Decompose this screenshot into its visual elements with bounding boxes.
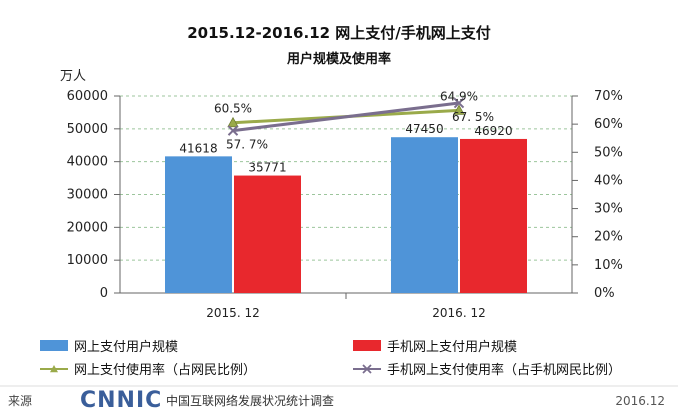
left-tick-label: 60000 bbox=[67, 89, 108, 104]
left-tick-label: 30000 bbox=[67, 188, 108, 203]
right-tick-label: 70% bbox=[594, 89, 623, 104]
legend-triangle-marker bbox=[50, 365, 58, 373]
line-value-label: 57. 7% bbox=[226, 138, 268, 152]
chart-title: 2015.12-2016.12 网上支付/手机网上支付 bbox=[187, 24, 491, 42]
right-tick-label: 40% bbox=[594, 173, 623, 188]
bar-value-label: 47450 bbox=[405, 122, 443, 136]
axes: 0 10000 20000 30000 40000 50000 60000 0% 10% 20% 3… bbox=[67, 89, 623, 320]
line-value-label: 64.9% bbox=[440, 89, 478, 103]
right-tick-label: 20% bbox=[594, 230, 623, 245]
right-tick-label: 0% bbox=[594, 286, 615, 301]
bars bbox=[165, 137, 527, 293]
left-tick-label: 10000 bbox=[67, 253, 108, 268]
legend-label: 手机网上支付用户规模 bbox=[387, 339, 517, 355]
right-tick-label: 50% bbox=[594, 145, 623, 160]
left-tick-label: 20000 bbox=[67, 220, 108, 235]
x-category-label: 2015. 12 bbox=[206, 306, 259, 320]
chart-subtitle: 用户规模及使用率 bbox=[286, 51, 391, 67]
triangle-marker bbox=[227, 116, 239, 128]
bar bbox=[391, 137, 458, 293]
line-value-label: 60.5% bbox=[214, 102, 252, 116]
legend-label: 网上支付用户规模 bbox=[74, 339, 178, 355]
footer-source-label: 来源 bbox=[8, 394, 32, 408]
legend-swatch bbox=[353, 340, 381, 351]
footer-date: 2016.12 bbox=[615, 394, 665, 408]
series-line bbox=[232, 101, 460, 133]
legend-x-marker bbox=[362, 364, 372, 374]
bar-value-label: 35771 bbox=[248, 161, 286, 175]
triangle-marker bbox=[453, 104, 465, 115]
lines bbox=[227, 97, 465, 136]
legend-label: 网上支付使用率（占网民比例） bbox=[74, 362, 256, 378]
data-labels: 41618 47450 35771 46920 60.5% 64.9% 57. 7% 67. … bbox=[179, 89, 512, 174]
bar bbox=[234, 175, 301, 293]
line-value-label: 67. 5% bbox=[452, 110, 494, 124]
bar-value-label: 41618 bbox=[179, 141, 217, 155]
left-tick-label: 40000 bbox=[67, 155, 108, 170]
legend-swatch bbox=[40, 340, 68, 351]
x-marker bbox=[227, 125, 239, 136]
left-tick-label: 50000 bbox=[67, 122, 108, 137]
bar bbox=[165, 156, 232, 293]
cnnic-logo: CNNIC bbox=[80, 388, 162, 413]
left-tick-label: 0 bbox=[100, 286, 108, 301]
left-axis-unit: 万人 bbox=[60, 69, 86, 84]
legend-label: 手机网上支付使用率（占手机网民比例） bbox=[387, 362, 621, 378]
x-marker bbox=[453, 97, 465, 109]
bar-value-label: 46920 bbox=[474, 124, 512, 138]
footer-org: 中国互联网络发展状况统计调查 bbox=[166, 393, 334, 408]
right-tick-label: 30% bbox=[594, 202, 623, 217]
right-tick-label: 10% bbox=[594, 258, 623, 273]
x-category-label: 2016. 12 bbox=[432, 306, 485, 320]
bar bbox=[460, 138, 527, 293]
right-tick-label: 60% bbox=[594, 117, 623, 132]
